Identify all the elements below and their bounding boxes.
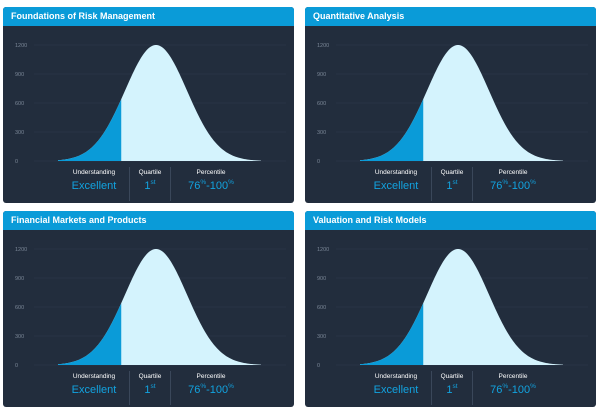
highlight-region (58, 99, 122, 161)
stats-row: Understanding Excellent Quartile 1st Per… (59, 167, 259, 201)
distribution-chart: 1200 900 600 300 0 (317, 247, 588, 368)
quartile-stat: Quartile 1st (129, 167, 171, 201)
card-financial-markets-and-products: Financial Markets and Products 1200 900 60… (3, 211, 294, 407)
understanding-value: Excellent (373, 384, 419, 396)
y-tick-label: 0 (15, 363, 18, 368)
understanding-value: Excellent (71, 180, 117, 192)
card-quantitative-analysis: Quantitative Analysis 1200 900 600 300 0 Und… (305, 7, 596, 203)
quartile-value: 1st (144, 383, 156, 396)
card-foundations-of-risk-management: Foundations of Risk Management 1200 900 60… (3, 7, 294, 203)
quartile-label: Quartile (138, 169, 162, 176)
understanding-value: Excellent (71, 384, 117, 396)
y-tick-label: 1200 (317, 43, 329, 49)
y-tick-label: 300 (15, 334, 24, 340)
card-title: Valuation and Risk Models (305, 211, 596, 230)
y-tick-label: 1200 (15, 247, 27, 253)
understanding-value: Excellent (373, 180, 419, 192)
y-tick-label: 600 (15, 305, 24, 311)
card-title: Quantitative Analysis (305, 7, 596, 26)
percentile-value: 76%-100% (490, 383, 536, 396)
quartile-label: Quartile (440, 169, 464, 176)
percentile-stat: Percentile 76%-100% (473, 371, 553, 405)
understanding-stat: Understanding Excellent (59, 371, 129, 405)
y-tick-label: 600 (15, 101, 24, 107)
card-title: Financial Markets and Products (3, 211, 294, 230)
quartile-label: Quartile (138, 373, 162, 380)
highlight-region (58, 303, 122, 365)
understanding-label: Understanding (374, 373, 418, 380)
quartile-stat: Quartile 1st (431, 371, 473, 405)
y-tick-label: 900 (15, 276, 24, 282)
card-title: Foundations of Risk Management (3, 7, 294, 26)
y-tick-label: 300 (15, 130, 24, 136)
understanding-label: Understanding (72, 373, 116, 380)
y-tick-label: 300 (317, 130, 326, 136)
percentile-value: 76%-100% (490, 179, 536, 192)
stats-row: Understanding Excellent Quartile 1st Per… (361, 371, 561, 405)
percentile-value: 76%-100% (188, 383, 234, 396)
percentile-label: Percentile (498, 169, 528, 176)
understanding-label: Understanding (374, 169, 418, 176)
percentile-stat: Percentile 76%-100% (171, 167, 251, 201)
quartile-stat: Quartile 1st (431, 167, 473, 201)
stats-row: Understanding Excellent Quartile 1st Per… (361, 167, 561, 201)
highlight-region (360, 99, 424, 161)
y-tick-label: 0 (317, 159, 320, 164)
quartile-value: 1st (446, 179, 458, 192)
y-tick-label: 300 (317, 334, 326, 340)
percentile-label: Percentile (196, 169, 226, 176)
percentile-value: 76%-100% (188, 179, 234, 192)
y-tick-label: 1200 (15, 43, 27, 49)
quartile-stat: Quartile 1st (129, 371, 171, 405)
y-tick-label: 900 (317, 276, 326, 282)
percentile-stat: Percentile 76%-100% (171, 371, 251, 405)
percentile-label: Percentile (498, 373, 528, 380)
distribution-chart: 1200 900 600 300 0 (15, 247, 286, 368)
y-tick-label: 0 (317, 363, 320, 368)
understanding-stat: Understanding Excellent (361, 371, 431, 405)
understanding-stat: Understanding Excellent (361, 167, 431, 201)
highlight-region (360, 303, 424, 365)
understanding-stat: Understanding Excellent (59, 167, 129, 201)
understanding-label: Understanding (72, 169, 116, 176)
y-tick-label: 900 (317, 72, 326, 78)
distribution-chart: 1200 900 600 300 0 (15, 43, 286, 164)
quartile-label: Quartile (440, 373, 464, 380)
y-tick-label: 0 (15, 159, 18, 164)
y-tick-label: 1200 (317, 247, 329, 253)
percentile-label: Percentile (196, 373, 226, 380)
quartile-value: 1st (144, 179, 156, 192)
stats-row: Understanding Excellent Quartile 1st Per… (59, 371, 259, 405)
distribution-chart: 1200 900 600 300 0 (317, 43, 588, 164)
quartile-value: 1st (446, 383, 458, 396)
card-valuation-and-risk-models: Valuation and Risk Models 1200 900 600 300 0… (305, 211, 596, 407)
y-tick-label: 600 (317, 101, 326, 107)
percentile-stat: Percentile 76%-100% (473, 167, 553, 201)
y-tick-label: 900 (15, 72, 24, 78)
y-tick-label: 600 (317, 305, 326, 311)
